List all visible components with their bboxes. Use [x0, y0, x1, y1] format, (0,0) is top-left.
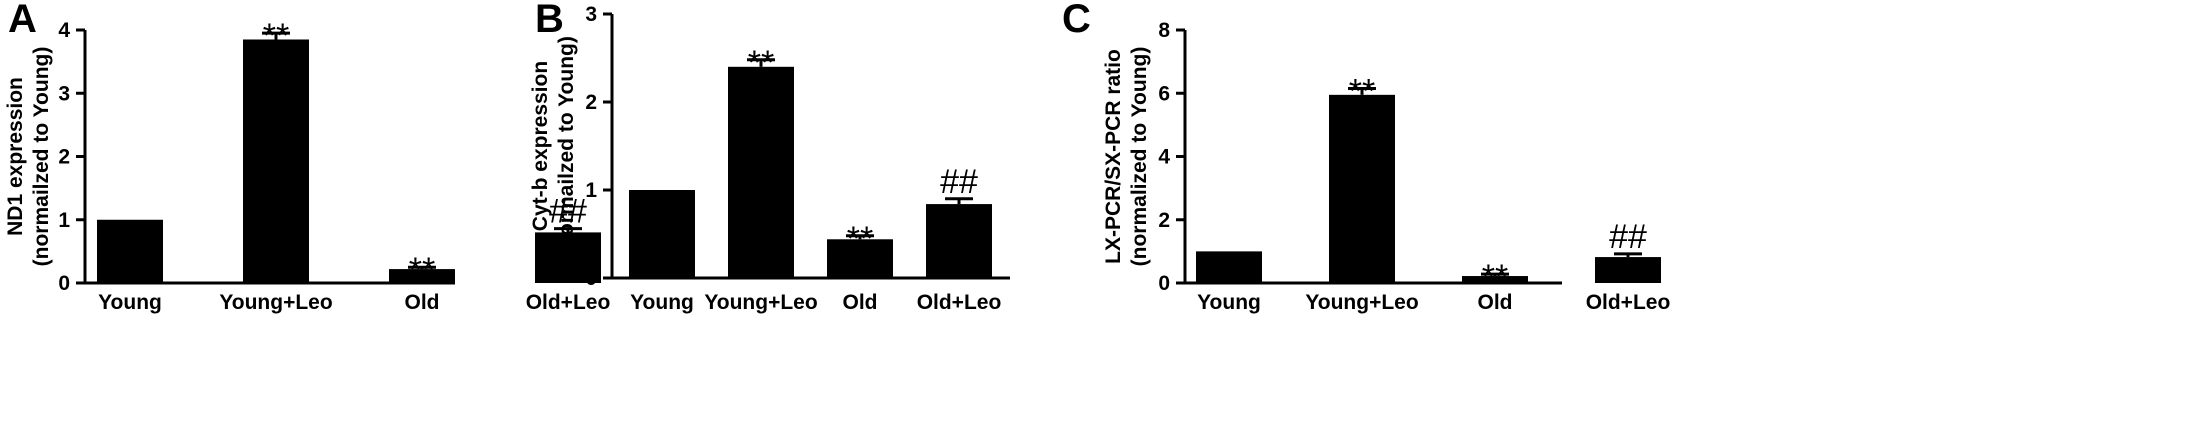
y-tick-label: 4 [58, 19, 70, 42]
y-tick-label: 0 [58, 272, 70, 295]
y-tick-label: 1 [58, 209, 70, 232]
significance-label: ## [940, 163, 978, 201]
chart-panel-b: B 0 1 2 3 Cyt-b expression (normailzed to Youn… [529, 0, 1010, 314]
y-tick-label: 2 [58, 146, 70, 169]
panel-letter: C [1062, 0, 1091, 41]
y-tick-label: 1 [585, 179, 597, 202]
y-axis-label: (normalized to Young) [1128, 47, 1151, 267]
y-axis-label: ND1 expression [4, 77, 27, 236]
y-tick-label: 0 [1158, 272, 1170, 295]
significance-label: ** [847, 220, 873, 258]
x-tick-label: Old [843, 291, 878, 314]
bar-young [97, 219, 163, 283]
x-tick-label: Old [405, 291, 440, 314]
panel-letter: B [535, 0, 564, 41]
bar-old [389, 269, 455, 283]
significance-label: ** [1482, 258, 1508, 296]
x-tick-label: Old+Leo [526, 291, 611, 314]
chart-panel-c: C 0 2 4 6 8 LX-PCR/SX-PCR ratio (normalized to … [1062, 0, 1670, 314]
x-tick-label: Old+Leo [917, 291, 1002, 314]
y-tick-label: 3 [58, 82, 70, 105]
bar-young-plus-leo [728, 66, 794, 278]
significance-label: ** [263, 17, 289, 55]
x-tick-label: Young+Leo [704, 291, 817, 314]
x-tick-label: Old+Leo [1586, 291, 1671, 314]
y-tick-label: 6 [1158, 82, 1170, 105]
y-tick-label: 3 [585, 3, 597, 26]
x-tick-label: Young [630, 291, 694, 314]
x-tick-label: Young [1197, 291, 1261, 314]
x-tick-label: Young [98, 291, 162, 314]
panel-letter: A [8, 0, 37, 41]
bar-old-plus-leo [535, 232, 601, 283]
bar-young-plus-leo [1329, 94, 1395, 283]
y-tick-label: 8 [1158, 19, 1170, 42]
bar-old-plus-leo [1595, 257, 1661, 283]
significance-label: ** [748, 44, 774, 82]
bar-old [827, 239, 893, 278]
significance-label: ** [409, 251, 435, 289]
bar-old [1462, 276, 1528, 283]
y-axis-label: LX-PCR/SX-PCR ratio [1102, 49, 1125, 264]
y-tick-label: 0 [585, 267, 597, 290]
bar-young [1196, 251, 1262, 283]
y-axis-label: Cyt-b expression [529, 61, 552, 231]
significance-label: ## [549, 193, 587, 231]
x-tick-label: Young+Leo [219, 291, 332, 314]
x-tick-label: Young+Leo [1305, 291, 1418, 314]
significance-label: ** [1349, 73, 1375, 111]
y-tick-label: 4 [1158, 146, 1170, 169]
bar-young [629, 190, 695, 278]
y-axis-label: (normailzed to Young) [30, 47, 53, 267]
significance-label: ## [1609, 218, 1647, 256]
y-tick-label: 2 [1158, 209, 1170, 232]
bar-old-plus-leo [926, 204, 992, 278]
x-tick-label: Old [1478, 291, 1513, 314]
bar-young-plus-leo [243, 39, 309, 283]
y-axis-label: (normailzed to Young) [555, 36, 578, 256]
y-tick-label: 2 [585, 91, 597, 114]
